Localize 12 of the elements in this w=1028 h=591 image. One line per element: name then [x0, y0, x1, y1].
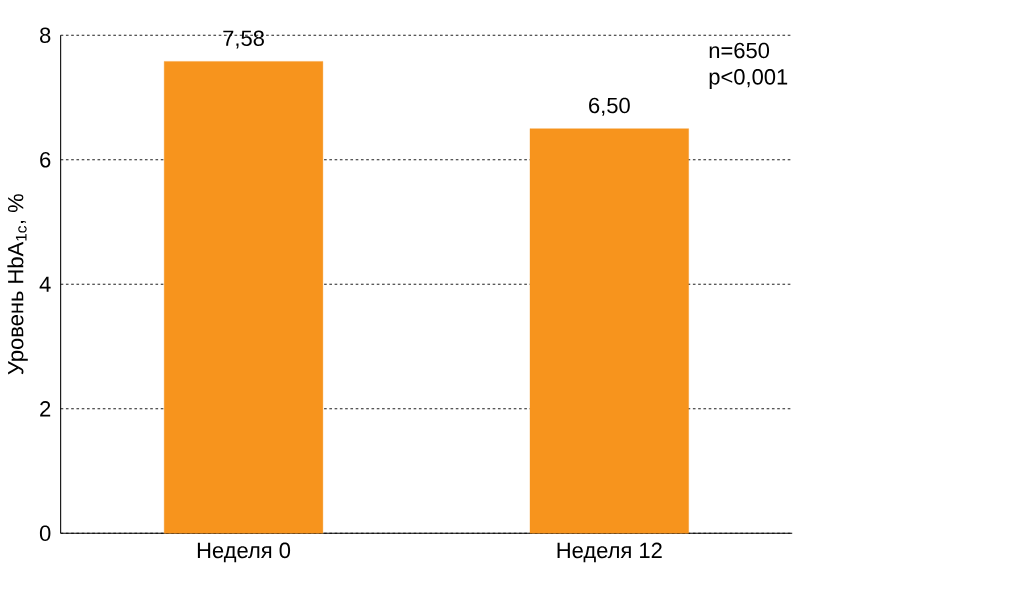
x-tick-label: Неделя 0 — [197, 542, 291, 563]
y-tick-label: 6 — [40, 151, 51, 168]
annotation: n=650 — [709, 42, 770, 59]
y-tick-label: 0 — [39, 525, 51, 541]
y-axis-title: Уровень HbA$_{1c}$, % — [7, 193, 28, 375]
annotation: p<0,001 — [709, 68, 788, 89]
x-tick-label: Неделя 12 — [557, 542, 662, 563]
y-tick-label: 2 — [40, 400, 51, 417]
y-tick-label: 8 — [40, 27, 51, 43]
data-label: 6,50 — [589, 97, 630, 116]
data-label: 7,58 — [223, 30, 264, 49]
y-tick-label: 4 — [39, 276, 51, 292]
